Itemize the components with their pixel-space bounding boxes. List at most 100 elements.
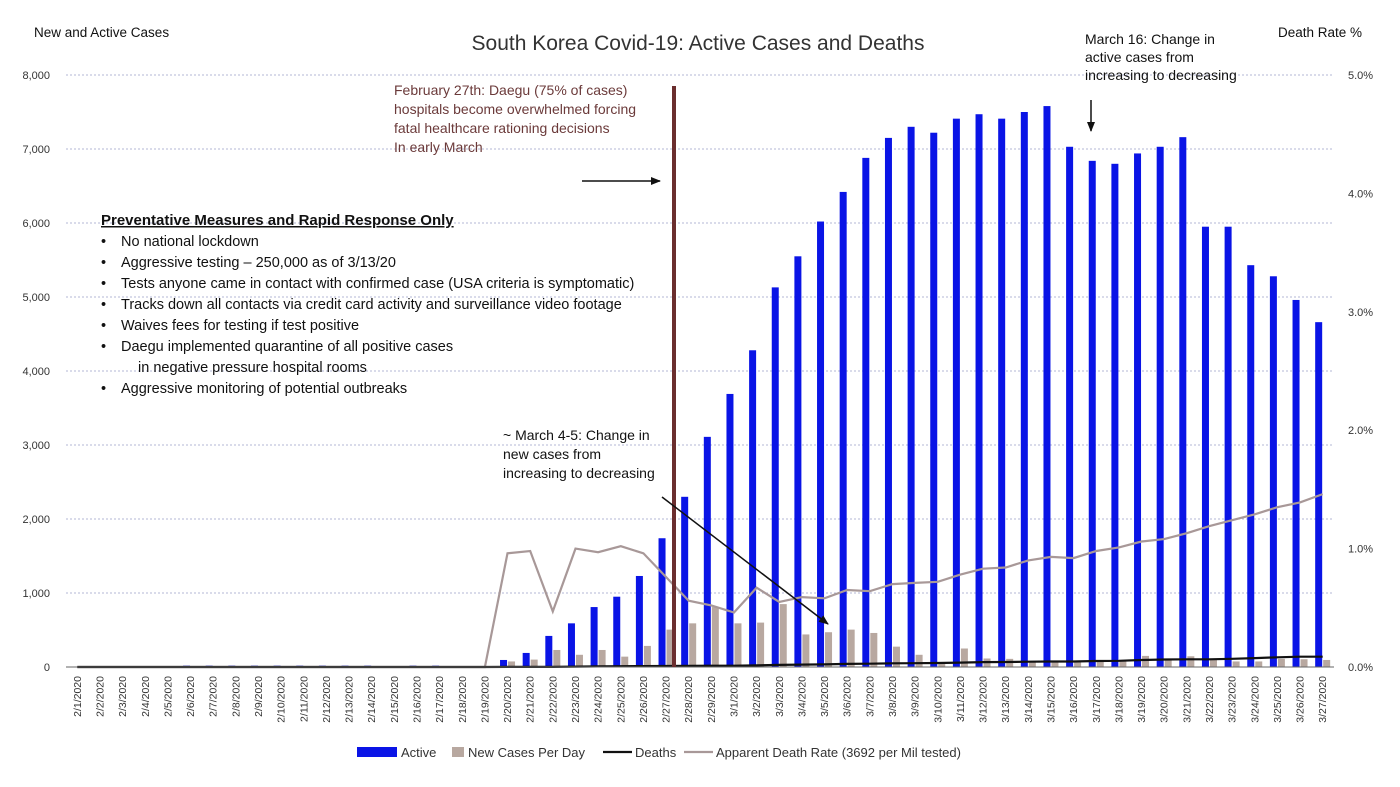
- x-tick-label: 3/23/2020: [1227, 676, 1239, 723]
- bar-active: [1247, 265, 1255, 667]
- x-tick-label: 3/20/2020: [1159, 676, 1171, 723]
- bar-active: [884, 137, 892, 667]
- measures-item-6: Daegu implemented quarantine of all posi…: [121, 339, 453, 355]
- x-tick-label: 3/14/2020: [1023, 676, 1035, 723]
- bar-active: [567, 623, 575, 667]
- x-tick-label: 3/22/2020: [1204, 676, 1216, 723]
- x-tick-label: 2/23/2020: [570, 676, 582, 723]
- y2-tick-label: 4.0%: [1348, 188, 1373, 200]
- bar-new-cases: [643, 645, 651, 667]
- bar-active: [975, 114, 983, 668]
- bar-active: [1179, 137, 1187, 667]
- bar-new-cases: [621, 656, 629, 667]
- bar-active: [590, 607, 598, 667]
- bar-new-cases: [802, 634, 810, 667]
- bar-active: [1292, 299, 1300, 667]
- x-tick-label: 2/15/2020: [389, 676, 401, 723]
- annotation-mar16-line-1: March 16: Change in: [1085, 31, 1215, 47]
- measures-title: Preventative Measures and Rapid Response…: [101, 212, 454, 229]
- x-tick-label: 2/18/2020: [457, 676, 469, 723]
- bar-active: [522, 652, 530, 667]
- legend-swatch-active: [357, 747, 397, 757]
- bar-active: [749, 350, 757, 667]
- annotation-mar45-line-2: new cases from: [503, 446, 601, 462]
- x-tick-label: 3/2/2020: [751, 676, 763, 717]
- bar-new-cases: [1300, 659, 1308, 667]
- bar-active: [1111, 163, 1119, 668]
- bar-active: [839, 191, 847, 668]
- x-tick-label: 2/19/2020: [479, 676, 491, 723]
- x-tick-label: 3/19/2020: [1136, 676, 1148, 723]
- x-tick-label: 3/4/2020: [796, 676, 808, 717]
- y2-tick-label: 3.0%: [1348, 307, 1373, 319]
- x-tick-label: 2/22/2020: [547, 676, 559, 723]
- bar-active: [1269, 276, 1277, 667]
- annotation-feb27-line-2: hospitals become overwhelmed forcing: [394, 101, 636, 117]
- measures-bullet-6: •: [101, 339, 106, 355]
- x-tick-label: 3/17/2020: [1091, 676, 1103, 723]
- x-tick-label: 2/26/2020: [638, 676, 650, 723]
- y-axis-right-title: Death Rate %: [1278, 25, 1362, 40]
- bar-new-cases: [779, 604, 787, 667]
- bar-new-cases: [847, 629, 855, 667]
- legend-label-new-cases: New Cases Per Day: [468, 745, 586, 760]
- y-tick-label: 2,000: [22, 514, 50, 526]
- y-tick-label: 5,000: [22, 292, 50, 304]
- bar-active: [998, 118, 1006, 667]
- bar-new-cases: [1164, 660, 1172, 667]
- bar-new-cases: [825, 632, 833, 667]
- x-tick-label: 2/10/2020: [276, 676, 288, 723]
- measures-item-6-cont: in negative pressure hospital rooms: [138, 360, 367, 376]
- measures-item-7: Aggressive monitoring of potential outbr…: [121, 381, 407, 397]
- bar-new-cases: [938, 664, 946, 667]
- bar-new-cases: [1323, 659, 1331, 667]
- x-tick-label: 3/16/2020: [1068, 676, 1080, 723]
- bar-new-cases: [892, 646, 900, 667]
- bar-active: [681, 496, 689, 667]
- x-tick-label: 3/24/2020: [1249, 676, 1261, 723]
- annotation-mar45-line-1: ~ March 4-5: Change in: [503, 427, 650, 443]
- bar-active: [771, 287, 779, 667]
- bar-active: [1134, 153, 1142, 667]
- bar-active: [1043, 106, 1051, 667]
- bar-new-cases: [689, 623, 697, 667]
- x-tick-label: 2/25/2020: [615, 676, 627, 723]
- bar-active: [1156, 146, 1164, 667]
- bar-new-cases: [757, 622, 765, 667]
- x-tick-label: 2/28/2020: [683, 676, 695, 723]
- bar-active: [862, 157, 870, 667]
- bar-new-cases: [1232, 661, 1240, 667]
- bar-active: [703, 436, 711, 667]
- measures-item-5: Waives fees for testing if test positive: [121, 318, 359, 334]
- x-tick-label: 2/3/2020: [117, 676, 129, 717]
- x-tick-label: 2/27/2020: [661, 676, 673, 723]
- measures-bullet-7: •: [101, 381, 106, 397]
- x-tick-label: 2/17/2020: [434, 676, 446, 723]
- x-tick-label: 3/5/2020: [819, 676, 831, 717]
- x-tick-label: 3/15/2020: [1045, 676, 1057, 723]
- bar-new-cases: [598, 649, 606, 667]
- x-tick-label: 2/13/2020: [344, 676, 356, 723]
- bar-active: [658, 538, 666, 667]
- y-axis-right-ticks: 0.0% 1.0% 2.0% 3.0% 4.0% 5.0%: [1348, 70, 1373, 674]
- measures-box: Preventative Measures and Rapid Response…: [101, 212, 634, 397]
- x-tick-label: 3/27/2020: [1317, 676, 1329, 723]
- x-tick-label: 3/26/2020: [1295, 676, 1307, 723]
- y2-tick-label: 2.0%: [1348, 425, 1373, 437]
- annotation-feb27-line-4: In early March: [394, 139, 483, 155]
- measures-bullet-4: •: [101, 297, 106, 313]
- measures-bullet-5: •: [101, 318, 106, 334]
- x-tick-label: 3/21/2020: [1181, 676, 1193, 723]
- bar-active: [907, 126, 915, 668]
- y-axis-left-ticks: 0 1,000 2,000 3,000 4,000 5,000 6,000 7,000 8,00…: [22, 70, 50, 674]
- y-tick-label: 1,000: [22, 588, 50, 600]
- annotation-feb27-marker-line: [672, 86, 676, 667]
- legend-label-death-rate: Apparent Death Rate (3692 per Mil tested…: [716, 745, 961, 760]
- annotation-mar45-line-3: increasing to decreasing: [503, 465, 655, 481]
- y-axis-left-title: New and Active Cases: [34, 25, 169, 40]
- bar-new-cases: [1187, 656, 1195, 667]
- bar-new-cases: [734, 623, 742, 667]
- bar-active: [1020, 112, 1028, 667]
- bar-new-cases: [711, 607, 719, 667]
- x-tick-label: 2/4/2020: [140, 676, 152, 717]
